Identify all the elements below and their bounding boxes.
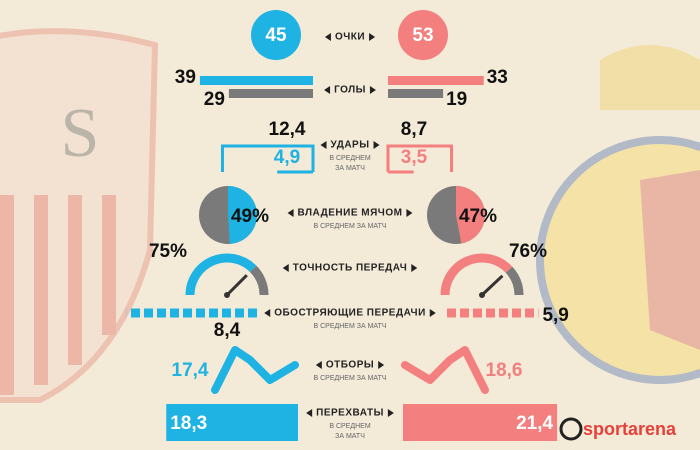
goals-bar (199, 76, 313, 85)
passing-value: 76% (509, 241, 547, 262)
goals-bar (388, 89, 444, 98)
gauge-hub (224, 292, 230, 298)
interceptions-bar (166, 404, 298, 441)
arrow-right (406, 209, 413, 217)
points-value: 45 (265, 25, 287, 46)
arrow-right (387, 409, 394, 417)
tackle-figure (211, 346, 299, 394)
arrow-right (411, 264, 418, 272)
arrow-left (264, 309, 271, 317)
points-circle (251, 10, 301, 60)
shots-bracket (386, 144, 454, 172)
stat-sublabel: В СРЕДНЕМ ЗА МАТЧ (314, 375, 387, 382)
stat-label: ТОЧНОСТЬ ПЕРЕДАЧ (293, 263, 408, 274)
arrow-left (282, 264, 289, 272)
pie-slice (456, 186, 486, 244)
arrow-right (378, 361, 385, 369)
points-circle (398, 10, 448, 60)
arrow-left (315, 361, 322, 369)
stat-sublabel: ЗА МАТЧ (335, 433, 365, 440)
arrow-right (369, 86, 376, 94)
gauge-track (249, 265, 269, 296)
interceptions-value: 18,3 (170, 413, 207, 434)
stat-label: ВЛАДЕНИЕ МЯЧОМ (298, 208, 403, 219)
shots-on-target-value: 4,9 (274, 147, 300, 168)
stat-sublabel: ЗА МАТЧ (335, 165, 365, 172)
shots-total: 8,7 (401, 119, 427, 140)
stat-sublabel: В СРЕДНЕМ (329, 423, 370, 430)
goals-value: 19 (446, 89, 467, 110)
stat-sublabel: В СРЕДНЕМ ЗА МАТЧ (314, 223, 387, 230)
arrow-right (369, 33, 376, 41)
gauge-track (505, 266, 524, 296)
goals-value: 29 (204, 89, 225, 110)
stat-label: ПЕРЕХВАТЫ (316, 408, 384, 419)
goals-value: 39 (175, 67, 196, 88)
arrow-left (306, 409, 313, 417)
tackles-value: 18,6 (486, 360, 523, 381)
possession-value: 47% (459, 206, 497, 227)
arrow-right (373, 141, 380, 149)
interceptions-value: 21,4 (516, 413, 553, 434)
stat-label: ОБОСТРЯЮЩИЕ ПЕРЕДАЧИ (274, 308, 426, 319)
svg-text:S: S (61, 95, 100, 172)
stat-label: УДАРЫ (330, 140, 369, 151)
tackle-figure (401, 346, 489, 394)
arrow-left (287, 209, 294, 217)
shots-bracket (220, 144, 315, 172)
crosses-value: 5,9 (542, 305, 568, 326)
pie-slice (228, 186, 258, 244)
right-crest (536, 45, 700, 384)
tackles-value: 17,4 (172, 360, 209, 381)
stat-label: ГОЛЫ (334, 85, 366, 96)
gauge-fill (185, 253, 257, 296)
points-value: 53 (412, 25, 433, 46)
stat-label: ОТБОРЫ (326, 360, 374, 371)
left-crest: S (0, 28, 159, 403)
interceptions-bar (403, 404, 558, 441)
arrow-left (320, 141, 327, 149)
goals-bar (228, 89, 313, 98)
possession-value: 49% (231, 206, 269, 227)
goals-bar (388, 76, 484, 85)
stat-label: ОЧКИ (335, 32, 365, 43)
brand-logo (559, 417, 583, 441)
gauge-needle (225, 274, 248, 297)
gauge-hub (479, 292, 485, 298)
goals-value: 33 (487, 67, 508, 88)
arrow-right (429, 309, 436, 317)
gauge-fill (440, 253, 513, 296)
brand: sportarena (583, 419, 677, 439)
shots-total: 12,4 (269, 119, 306, 140)
passing-value: 75% (149, 241, 187, 262)
stat-sublabel: В СРЕДНЕМ (329, 155, 370, 162)
stat-sublabel: В СРЕДНЕМ ЗА МАТЧ (314, 323, 387, 330)
arrow-left (324, 33, 331, 41)
shots-on-target-value: 3,5 (401, 147, 428, 168)
gauge-needle (480, 274, 504, 297)
arrow-left (324, 86, 331, 94)
crosses-value: 8,4 (214, 320, 241, 341)
